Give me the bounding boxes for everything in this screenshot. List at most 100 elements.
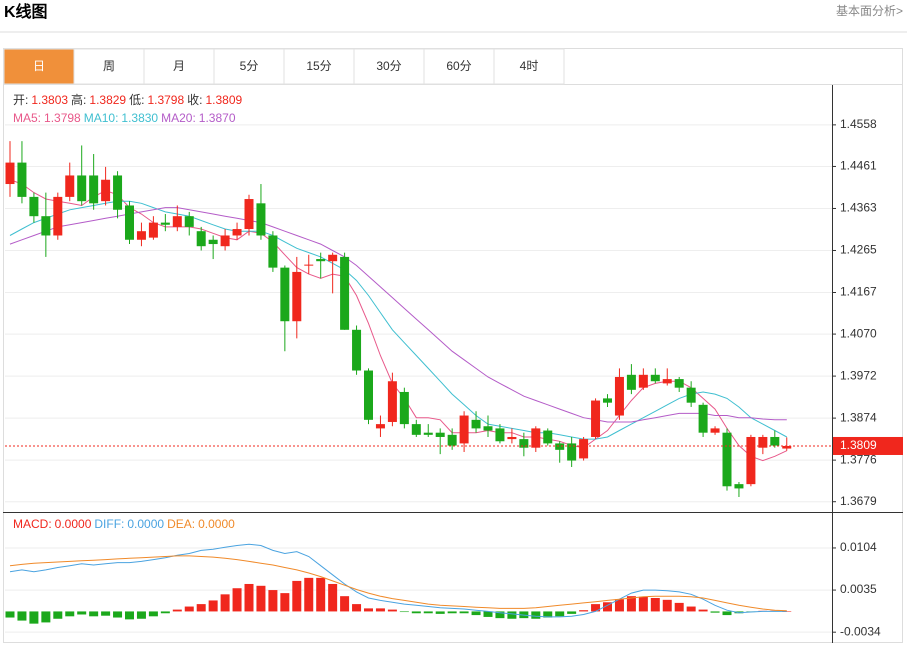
candle-body bbox=[268, 235, 278, 268]
indicator-line bbox=[9, 179, 788, 462]
y-tick-label: 1.4558 bbox=[840, 117, 877, 131]
macd-bar bbox=[41, 611, 51, 623]
y-tick-label: 1.3776 bbox=[840, 452, 877, 466]
legend-text: DIFF: bbox=[94, 517, 124, 531]
macd-bar bbox=[722, 611, 732, 616]
tab-label[interactable]: 30分 bbox=[376, 59, 401, 73]
legend-text: 1.3870 bbox=[199, 111, 236, 125]
tab[interactable] bbox=[3, 48, 75, 85]
candle-body bbox=[328, 254, 338, 262]
last-price-box bbox=[833, 436, 903, 455]
candle-body bbox=[5, 162, 15, 185]
legend-text: 1.3803 bbox=[31, 93, 68, 107]
candle-body bbox=[65, 175, 75, 197]
candle-body bbox=[89, 175, 99, 204]
legend-text: 0.0000 bbox=[127, 517, 164, 531]
legend-text: DEA: bbox=[167, 517, 195, 531]
candle-body bbox=[579, 439, 589, 459]
candle-body bbox=[722, 432, 732, 487]
macd-bar bbox=[77, 611, 87, 615]
macd-bar bbox=[698, 609, 708, 612]
analysis-link[interactable]: 基本面分析> bbox=[836, 4, 903, 18]
macd-bar bbox=[352, 604, 362, 612]
macd-bar bbox=[710, 611, 720, 613]
tab[interactable] bbox=[213, 48, 285, 85]
macd-bar bbox=[148, 611, 158, 617]
macd-bar bbox=[292, 580, 302, 612]
y-tick-label: -0.0034 bbox=[840, 624, 881, 638]
macd-bar bbox=[626, 596, 636, 612]
macd-bar bbox=[172, 609, 182, 612]
candle-body bbox=[507, 436, 517, 440]
tab[interactable] bbox=[353, 48, 425, 85]
macd-bar bbox=[304, 577, 314, 612]
tab-label[interactable]: 5分 bbox=[240, 59, 259, 73]
candle-body bbox=[543, 430, 553, 444]
tab-label[interactable]: 15分 bbox=[306, 59, 331, 73]
candle-body bbox=[280, 267, 290, 322]
y-tick-label: 0.0104 bbox=[840, 540, 877, 554]
candle-body bbox=[686, 387, 696, 403]
macd-bar bbox=[244, 583, 254, 612]
tab[interactable] bbox=[143, 48, 215, 85]
candle-body bbox=[232, 229, 242, 236]
y-tick-label: 1.4167 bbox=[840, 285, 877, 299]
candle-body bbox=[256, 203, 266, 236]
candle-body bbox=[519, 439, 529, 448]
candle-body bbox=[208, 239, 218, 245]
candle-body bbox=[603, 398, 612, 403]
macd-bar bbox=[399, 611, 409, 613]
legend-text: 0.0000 bbox=[198, 517, 235, 531]
y-tick-label: 1.4070 bbox=[840, 326, 877, 340]
y-tick-label: 1.3972 bbox=[840, 368, 877, 382]
candle-body bbox=[435, 432, 445, 437]
macd-bar bbox=[136, 611, 146, 619]
macd-bar bbox=[567, 611, 577, 614]
candle-body bbox=[160, 222, 170, 225]
tab[interactable] bbox=[493, 48, 565, 85]
macd-bar bbox=[113, 611, 123, 618]
candle-body bbox=[196, 231, 206, 247]
candle-body bbox=[148, 222, 158, 238]
candle-body bbox=[304, 264, 314, 266]
macd-bar bbox=[591, 604, 601, 612]
macd-bar bbox=[184, 606, 194, 612]
candle-body bbox=[567, 443, 577, 461]
tab[interactable] bbox=[73, 48, 145, 85]
candle-body bbox=[782, 445, 792, 449]
legend-text: 0.0000 bbox=[55, 517, 92, 531]
macd-bar bbox=[340, 596, 350, 612]
macd-bar bbox=[375, 608, 385, 612]
tab-label[interactable]: 60分 bbox=[446, 59, 471, 73]
macd-bar bbox=[686, 606, 696, 612]
candle-body bbox=[184, 216, 194, 227]
tab-label[interactable]: 月 bbox=[173, 59, 185, 73]
legend-text: MA10: bbox=[84, 111, 119, 125]
candle-body bbox=[29, 196, 39, 217]
macd-bar bbox=[483, 611, 493, 617]
candle-body bbox=[101, 179, 111, 202]
candle-body bbox=[447, 434, 457, 446]
macd-bar bbox=[387, 609, 397, 612]
y-tick-label: 1.4265 bbox=[840, 243, 877, 257]
candle-body bbox=[650, 374, 660, 382]
candle-body bbox=[352, 329, 362, 371]
legend-text: 收: bbox=[187, 93, 202, 107]
candle-body bbox=[125, 205, 134, 240]
macd-bar bbox=[555, 611, 565, 617]
macd-bar bbox=[471, 611, 481, 616]
tab-label[interactable]: 4时 bbox=[520, 59, 539, 73]
legend-text: MA5: bbox=[13, 111, 41, 125]
macd-bar bbox=[531, 611, 541, 619]
candle-body bbox=[614, 376, 624, 416]
tab-label[interactable]: 周 bbox=[103, 59, 115, 73]
macd-bar bbox=[614, 599, 624, 612]
macd-bar bbox=[101, 611, 111, 616]
candle-body bbox=[710, 428, 720, 433]
tab-label[interactable]: 日 bbox=[33, 59, 45, 73]
candle-body bbox=[591, 400, 601, 437]
macd-bar bbox=[220, 594, 230, 612]
macd-bar bbox=[662, 599, 672, 612]
candle-body bbox=[411, 424, 421, 435]
indicator-line bbox=[9, 543, 787, 618]
